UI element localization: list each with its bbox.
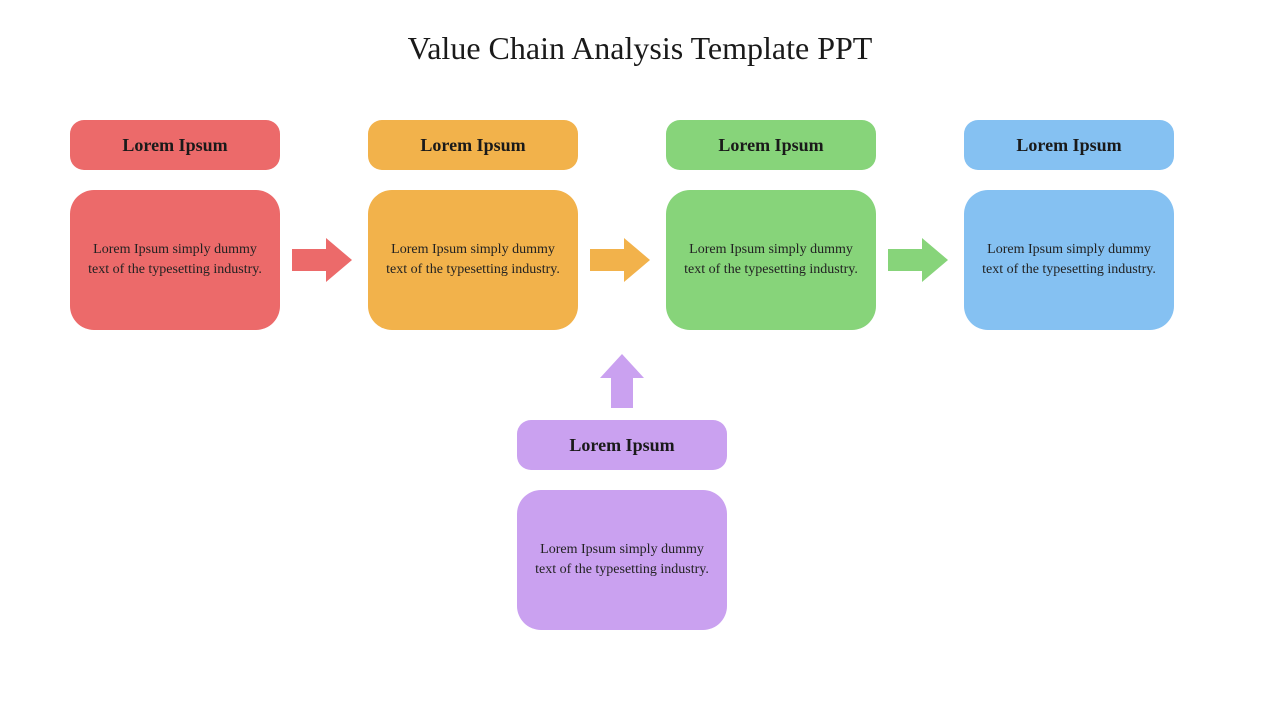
arrow-head-icon (600, 354, 644, 378)
arrow-shaft (292, 249, 326, 271)
block-body-red: Lorem Ipsum simply dummy text of the typ… (70, 190, 280, 330)
block-body-purple: Lorem Ipsum simply dummy text of the typ… (517, 490, 727, 630)
arrow-shaft (611, 378, 633, 408)
arrow-head-icon (624, 238, 650, 282)
block-header-green: Lorem Ipsum (666, 120, 876, 170)
diagram-stage: Value Chain Analysis Template PPT Lorem … (0, 0, 1280, 720)
page-title: Value Chain Analysis Template PPT (0, 0, 1280, 67)
block-header-orange: Lorem Ipsum (368, 120, 578, 170)
arrow-head-icon (326, 238, 352, 282)
block-header-blue: Lorem Ipsum (964, 120, 1174, 170)
arrow-shaft (590, 249, 624, 271)
arrow-shaft (888, 249, 922, 271)
block-body-blue: Lorem Ipsum simply dummy text of the typ… (964, 190, 1174, 330)
arrow-head-icon (922, 238, 948, 282)
block-body-green: Lorem Ipsum simply dummy text of the typ… (666, 190, 876, 330)
block-header-purple: Lorem Ipsum (517, 420, 727, 470)
block-body-orange: Lorem Ipsum simply dummy text of the typ… (368, 190, 578, 330)
block-header-red: Lorem Ipsum (70, 120, 280, 170)
